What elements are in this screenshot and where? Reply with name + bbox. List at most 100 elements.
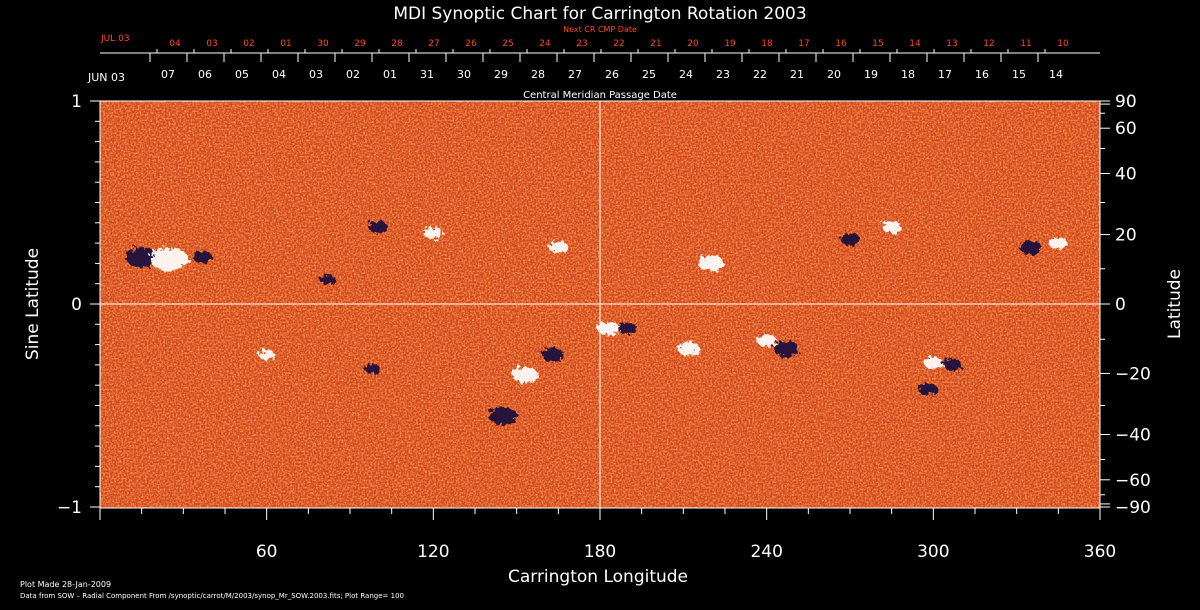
- cmp-date-label: 23: [716, 68, 730, 81]
- positive-flux-region: [698, 255, 724, 272]
- active-regions: [125, 220, 1068, 425]
- positive-flux-region: [150, 247, 189, 272]
- next-cr-date-label: 12: [983, 39, 994, 49]
- next-cr-date-label: 24: [539, 39, 551, 49]
- cmp-date-label: 30: [457, 68, 471, 81]
- right-tick-label: −90: [1115, 498, 1151, 518]
- cmp-date-label: 17: [938, 68, 952, 81]
- next-cr-date-label: 20: [687, 39, 699, 49]
- negative-flux-region: [125, 247, 158, 268]
- positive-flux-region: [423, 226, 443, 239]
- latitude-axis: 90 60 40 20 0 −20 −40 −60 −90: [1100, 92, 1151, 518]
- left-tick-label: −1: [57, 498, 82, 518]
- negative-flux-region: [488, 406, 518, 425]
- cmp-date-label: 25: [642, 68, 656, 81]
- cmp-date-label: 18: [901, 68, 915, 81]
- plot-made-note: Plot Made 28-Jan-2009: [20, 580, 112, 589]
- next-cr-date-label: 18: [761, 39, 773, 49]
- cmp-start: JUN 03: [87, 71, 125, 84]
- cmp-date-label: 05: [235, 68, 249, 81]
- next-cr-date-label: 26: [465, 39, 477, 49]
- x-axis-label: Carrington Longitude: [508, 567, 688, 587]
- next-cr-date-label: 03: [206, 39, 217, 49]
- cmp-date-label: 24: [679, 68, 693, 81]
- negative-flux-region: [541, 347, 564, 362]
- next-cr-date-label: 25: [502, 39, 513, 49]
- right-tick-label: 20: [1115, 226, 1137, 246]
- right-tick-label: 40: [1115, 165, 1137, 185]
- next-cr-start: JUL 03: [100, 34, 130, 44]
- right-tick-label: −40: [1115, 425, 1151, 445]
- cmp-date-label: 02: [346, 68, 360, 81]
- x-tick-label: 300: [917, 542, 949, 562]
- y-axis-label-left: Sine Latitude: [23, 248, 43, 360]
- cmp-date-label: 16: [975, 68, 989, 81]
- positive-flux-region: [1048, 237, 1068, 250]
- longitude-axis: 60 120 180 240 300 360: [99, 508, 1116, 562]
- x-tick-label: 120: [417, 542, 449, 562]
- negative-flux-region: [943, 358, 963, 371]
- data-source-note: Data from SOW – Radial Component From /s…: [20, 592, 404, 600]
- sine-latitude-axis: 1 0 −1: [57, 92, 100, 518]
- next-cr-date-label: 02: [243, 39, 254, 49]
- cmp-date-label: 04: [272, 68, 286, 81]
- cmp-date-label: 03: [309, 68, 323, 81]
- negative-flux-region: [319, 274, 336, 285]
- next-cr-date-label: 30: [317, 39, 329, 49]
- right-tick-label: 0: [1115, 295, 1126, 315]
- next-cr-date-label: 01: [280, 39, 291, 49]
- next-cr-label: Next CR CMP Date: [563, 25, 637, 34]
- positive-flux-region: [677, 341, 701, 356]
- chart-title: MDI Synoptic Chart for Carrington Rotati…: [393, 4, 806, 24]
- x-tick-label: 360: [1084, 542, 1116, 562]
- cmp-date-label: 22: [753, 68, 767, 81]
- negative-flux-region: [840, 233, 860, 246]
- right-tick-label: −60: [1115, 471, 1151, 491]
- cmp-date-label: 19: [864, 68, 878, 81]
- next-cr-date-label: 11: [1020, 39, 1031, 49]
- cmp-date-label: 29: [494, 68, 508, 81]
- negative-flux-region: [1019, 240, 1042, 255]
- cmp-date-label: 14: [1049, 68, 1063, 81]
- positive-flux-region: [548, 241, 568, 254]
- positive-flux-region: [882, 220, 902, 233]
- right-tick-label: −20: [1115, 364, 1151, 384]
- next-cr-date-label: 04: [169, 39, 181, 49]
- next-cr-date-label: 10: [1057, 39, 1069, 49]
- next-cr-date-label: 21: [650, 39, 661, 49]
- right-tick-label: 60: [1115, 119, 1137, 139]
- next-cr-date-label: 29: [354, 39, 366, 49]
- left-tick-label: 1: [71, 92, 82, 112]
- negative-flux-region: [193, 251, 213, 264]
- left-tick-label: 0: [71, 295, 82, 315]
- positive-flux-region: [512, 367, 538, 384]
- cmp-date-label: 26: [605, 68, 619, 81]
- y-axis-label-right: Latitude: [1165, 269, 1185, 339]
- next-cr-date-axis: 04 03 02 01 30 29 28 27 26 25 24 23 22 21 20 19 18 17 16 15…: [100, 39, 1100, 54]
- x-tick-label: 60: [256, 542, 278, 562]
- cmp-date-label: 20: [827, 68, 841, 81]
- next-cr-date-label: 19: [724, 39, 736, 49]
- next-cr-date-label: 15: [872, 39, 883, 49]
- cmp-date-label: 06: [198, 68, 212, 81]
- next-cr-date-label: 23: [576, 39, 587, 49]
- positive-flux-region: [923, 356, 943, 369]
- cmp-date-label: 31: [420, 68, 434, 81]
- cmp-date-label: 27: [568, 68, 582, 81]
- cmp-date-axis: 07 06 05 04 03 02 01 31 30 29 28 27 26 25 24 23 22 21 20 19…: [149, 53, 1063, 81]
- next-cr-date-label: 16: [835, 39, 847, 49]
- next-cr-date-label: 13: [946, 39, 957, 49]
- x-tick-label: 240: [750, 542, 782, 562]
- negative-flux-region: [618, 322, 638, 335]
- next-cr-date-label: 27: [428, 39, 439, 49]
- cmp-date-label: 15: [1012, 68, 1026, 81]
- next-cr-date-label: 14: [909, 39, 921, 49]
- positive-flux-region: [757, 334, 777, 347]
- cmp-date-label: 07: [161, 68, 175, 81]
- cmp-date-label: 01: [383, 68, 397, 81]
- x-tick-label: 180: [584, 542, 616, 562]
- negative-flux-region: [368, 220, 388, 233]
- negative-flux-region: [364, 363, 381, 374]
- negative-flux-region: [773, 340, 799, 357]
